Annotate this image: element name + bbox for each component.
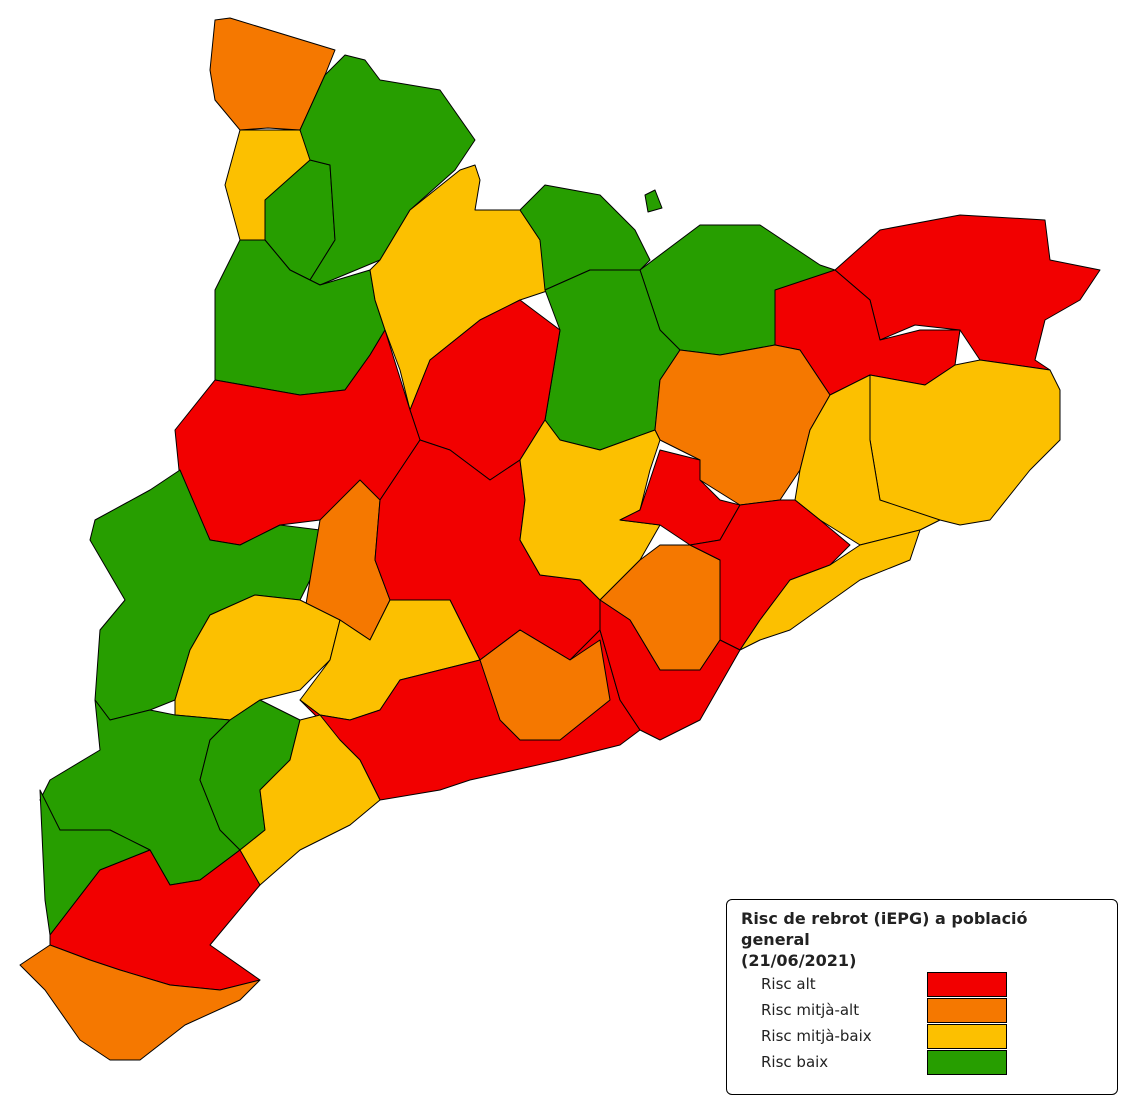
region xyxy=(479,629,611,741)
legend-swatch xyxy=(927,998,1007,1023)
region xyxy=(519,184,651,291)
legend-label: Risc mitjà-alt xyxy=(761,1001,860,1019)
region xyxy=(174,594,341,721)
legend-swatch xyxy=(927,1024,1007,1049)
region xyxy=(299,54,476,286)
legend-item: Risc mitjà-alt xyxy=(741,997,1103,1023)
legend-label: Risc baix xyxy=(761,1053,829,1071)
legend-label: Risc alt xyxy=(761,975,816,993)
region xyxy=(869,359,1061,526)
legend-swatch xyxy=(927,1050,1007,1075)
legend-item: Risc alt xyxy=(741,971,1103,997)
region xyxy=(739,529,921,651)
legend-swatch xyxy=(927,972,1007,997)
legend-title: Risc de rebrot (iEPG) a població general xyxy=(741,909,1028,949)
region xyxy=(834,214,1101,371)
legend: Risc de rebrot (iEPG) a població general… xyxy=(726,899,1118,1095)
region xyxy=(209,17,336,131)
region xyxy=(644,189,663,213)
region xyxy=(599,599,741,741)
legend-item: Risc mitjà-baix xyxy=(741,1023,1103,1049)
legend-items: Risc alt Risc mitjà-alt Risc mitjà-baix Ris… xyxy=(741,971,1103,1075)
legend-date: (21/06/2021) xyxy=(741,951,857,970)
region xyxy=(19,944,261,1061)
legend-label: Risc mitjà-baix xyxy=(761,1027,872,1045)
legend-item: Risc baix xyxy=(741,1049,1103,1075)
region xyxy=(369,164,551,411)
